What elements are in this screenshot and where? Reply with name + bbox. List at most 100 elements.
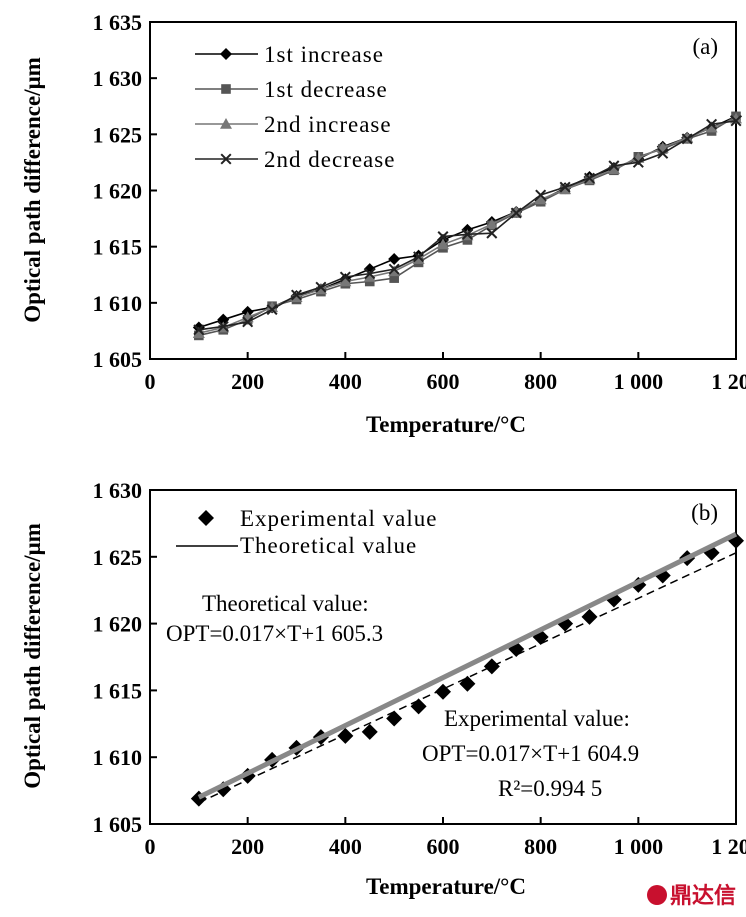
r2-annotation: R²=0.994 5 [498, 776, 602, 801]
panel-b-series-0-point-6 [337, 727, 354, 744]
panel-a-legend-marker-2 [220, 118, 232, 129]
panel-b: 0 200 400 600 800 1 000 1 200 1 605 1 610 1 615 1 … [20, 478, 746, 899]
theory-annotation-equation: OPT=0.017×T+1 605.3 [166, 621, 383, 646]
panel-b-frame [149, 489, 737, 825]
panel-a-series-3-point-3-stroke-b [266, 304, 278, 316]
panel-a-series-2-point-14 [534, 193, 547, 205]
panel-a-ytick-label-5: 1 630 [93, 66, 143, 91]
watermark-logo-icon [647, 885, 667, 905]
panel-a-series-3-point-0-stroke-b [193, 324, 205, 336]
panel-a-xtick-label-6: 1 200 [711, 369, 746, 394]
panel-b-ytick-label-0: 1 605 [93, 812, 143, 837]
panel-a-series-3-point-10-stroke-b [437, 231, 449, 243]
panel-a-series-3-point-20-stroke-b [681, 133, 693, 145]
panel-a-series-3-point-5-stroke-b [315, 281, 327, 293]
panel-a-ytick-label-2: 1 615 [93, 235, 143, 260]
panel-a-series-3-point-20 [681, 133, 693, 145]
panel-b-ytick-label-1: 1 610 [93, 745, 143, 770]
panel-a-series-3-point-1 [217, 320, 229, 332]
exp-annotation-equation: OPT=0.017×T+1 604.9 [422, 741, 639, 766]
panel-b-ytick-label-4: 1 625 [93, 545, 143, 570]
panel-a-series-3-point-18-stroke-b [632, 156, 644, 168]
panel-a-legend-label-0: 1st increase [264, 42, 384, 67]
panel-b-series-0-point-16 [581, 608, 598, 625]
panel-a-series-3-point-5 [315, 281, 327, 293]
panel-a-series-3-point-14-stroke-b [535, 189, 547, 201]
panel-a-series-3-point-11-stroke-b [461, 228, 473, 240]
panel-a-series-3-point-16-stroke-b [583, 172, 596, 184]
panel-a-series-3-point-16 [583, 172, 596, 184]
panel-a-legend-marker-3 [220, 153, 232, 165]
panel-a-xtick-label-0: 0 [145, 369, 156, 394]
panel-b-legend-label-1: Theoretical value [240, 533, 417, 558]
panel-a-ytick-label-1: 1 610 [93, 291, 143, 316]
panel-a-series-2-point-6 [339, 275, 352, 287]
panel-b-ylabel: Optical path difference/μm [20, 523, 45, 789]
panel-a-xtick-label-5: 1 000 [614, 369, 664, 394]
panel-a-series-0-point-7 [363, 263, 376, 276]
panel-a-series-3-point-3 [266, 304, 278, 316]
panel-a-series-0-point-8 [388, 253, 401, 266]
panel-a-series-3-point-10 [437, 231, 449, 243]
panel-a-ytick-label-4: 1 625 [93, 122, 143, 147]
panel-b-ytick-label-2: 1 615 [93, 678, 143, 703]
panel-a-xtick-label-1: 200 [231, 369, 264, 394]
panel-b-series-0-point-12 [483, 658, 500, 675]
panel-a-series-2-point-10 [437, 238, 449, 250]
panel-a-series-3-point-17-stroke-b [608, 160, 620, 172]
panel-b-marks [190, 531, 744, 807]
panel-a-xlabel: Temperature/°C [366, 412, 526, 437]
panel-b-series-1-line [197, 531, 738, 800]
panel-a-series-2-point-3 [266, 301, 279, 313]
panel-a-series-3-point-2-stroke-b [242, 316, 254, 328]
panel-b-xtick-label-1: 200 [231, 834, 264, 859]
panel-a-series-3-point-7 [364, 268, 376, 280]
panel-a-series-1-point-8 [389, 273, 399, 283]
panel-a-legend-label-3: 2nd decrease [264, 147, 395, 172]
panel-a-series-3-point-19 [657, 147, 669, 159]
panel-a-series-3-point-19-stroke-b [657, 147, 669, 159]
panel-a-series-2-point-17 [607, 163, 620, 174]
panel-a-series-3-point-1-stroke-b [217, 320, 229, 332]
panel-a-series-3-point-13 [510, 207, 522, 219]
panel-a-series-3-point-2 [242, 316, 254, 328]
panel-a-series-2-point-21 [705, 121, 718, 133]
panel-a-series-3-point-18 [632, 156, 644, 168]
panel-a-legend-label-2: 2nd increase [264, 112, 392, 137]
panel-a-series-3-point-8-stroke-b [388, 263, 400, 275]
panel-b-series-0-point-11 [459, 675, 476, 692]
panel-b-ytick-label-3: 1 620 [93, 612, 143, 637]
panel-a-series-3-point-4 [290, 289, 303, 301]
panel-a-legend-label-1: 1st decrease [264, 77, 388, 102]
panel-b-xtick-label-5: 1 000 [614, 834, 664, 859]
panel-b-legend-marker-0 [198, 510, 214, 526]
panel-b-series-0-point-8 [386, 710, 403, 727]
panel-a-series-3-point-15 [559, 181, 571, 193]
panel-a-ytick-label-3: 1 620 [93, 179, 143, 204]
panel-a-xtick-label-2: 400 [329, 369, 362, 394]
panel-a-series-3-point-13-stroke-b [510, 207, 522, 219]
panel-a-legend-marker-1 [221, 84, 231, 94]
panel-a-series-3-point-6 [339, 271, 351, 283]
panel-a-series-2-point-7 [363, 270, 376, 282]
panel-b-xtick-label-6: 1 200 [711, 834, 746, 859]
panel-b-ticks: 0 200 400 600 800 1 000 1 200 1 605 1 610 1 615 1 … [93, 478, 746, 859]
panel-a-series-2-point-13 [510, 205, 523, 217]
panel-b-xtick-label-0: 0 [145, 834, 156, 859]
panel-a-series-3-point-7-stroke-b [364, 268, 376, 280]
panel-a-series-3-point-14 [535, 189, 547, 201]
panel-a-legend-marker-3-stroke-b [220, 153, 232, 165]
panel-a-frame [149, 21, 737, 360]
panel-b-series-2-line [198, 552, 737, 804]
panel-a-series-3-point-15-stroke-b [559, 181, 571, 193]
panel-b-label: (b) [691, 500, 718, 525]
panel-a-series-2-point-0 [192, 327, 205, 338]
panel-a-series-3-point-21 [706, 118, 718, 130]
panel-b-xtick-label-3: 600 [427, 834, 460, 859]
panel-a-legend: 1st increase 1st decrease 2nd increase 2nd … [195, 42, 395, 172]
panel-a-series-3-point-11 [461, 228, 473, 240]
panel-b-legend-label-0: Experimental value [240, 506, 437, 531]
panel-a-series-3-point-9-stroke-b [413, 251, 425, 263]
